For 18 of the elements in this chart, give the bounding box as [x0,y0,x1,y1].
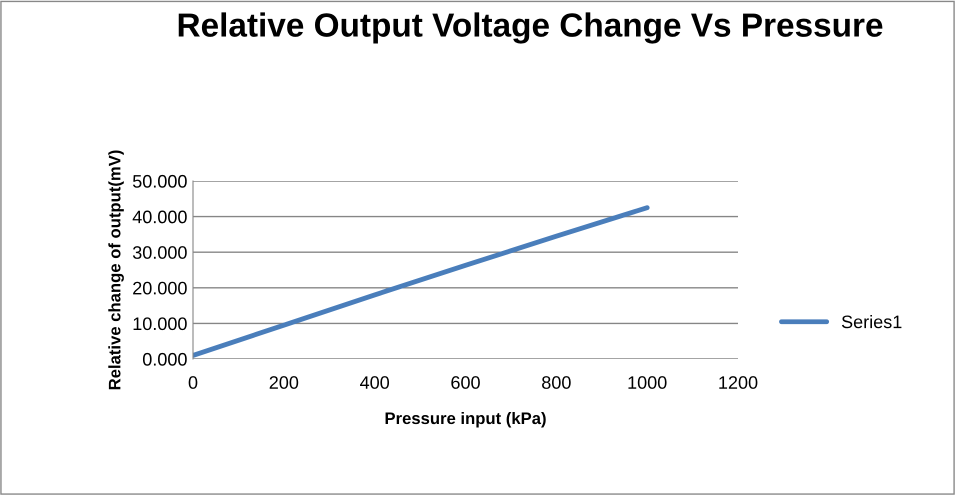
y-tick-label: 20.000 [133,282,187,295]
x-tick-label: 1000 [628,376,667,389]
chart-title: Relative Output Voltage Change Vs Pressure [178,12,882,44]
y-tick-label: 40.000 [132,210,187,224]
y-tick-label: 50.000 [132,174,187,188]
line-series [193,205,650,358]
y-tick-label: 0.000 [142,352,187,366]
x-tick-label: 200 [270,376,298,389]
x-tick-label: 800 [542,376,571,389]
y-tick-label: 10.000 [134,317,187,330]
x-tick-label: 400 [360,376,390,389]
x-tick-label: 600 [451,376,480,389]
x-tick-label: 1200 [719,376,758,389]
x-tick-label: 0 [188,376,198,389]
y-axis-title: Relative change of output(mV) [108,150,124,390]
y-tick-label: 30.000 [132,246,187,259]
legend-label: Series1 [842,314,902,328]
x-axis-title: Pressure input (kPa) [386,412,546,428]
